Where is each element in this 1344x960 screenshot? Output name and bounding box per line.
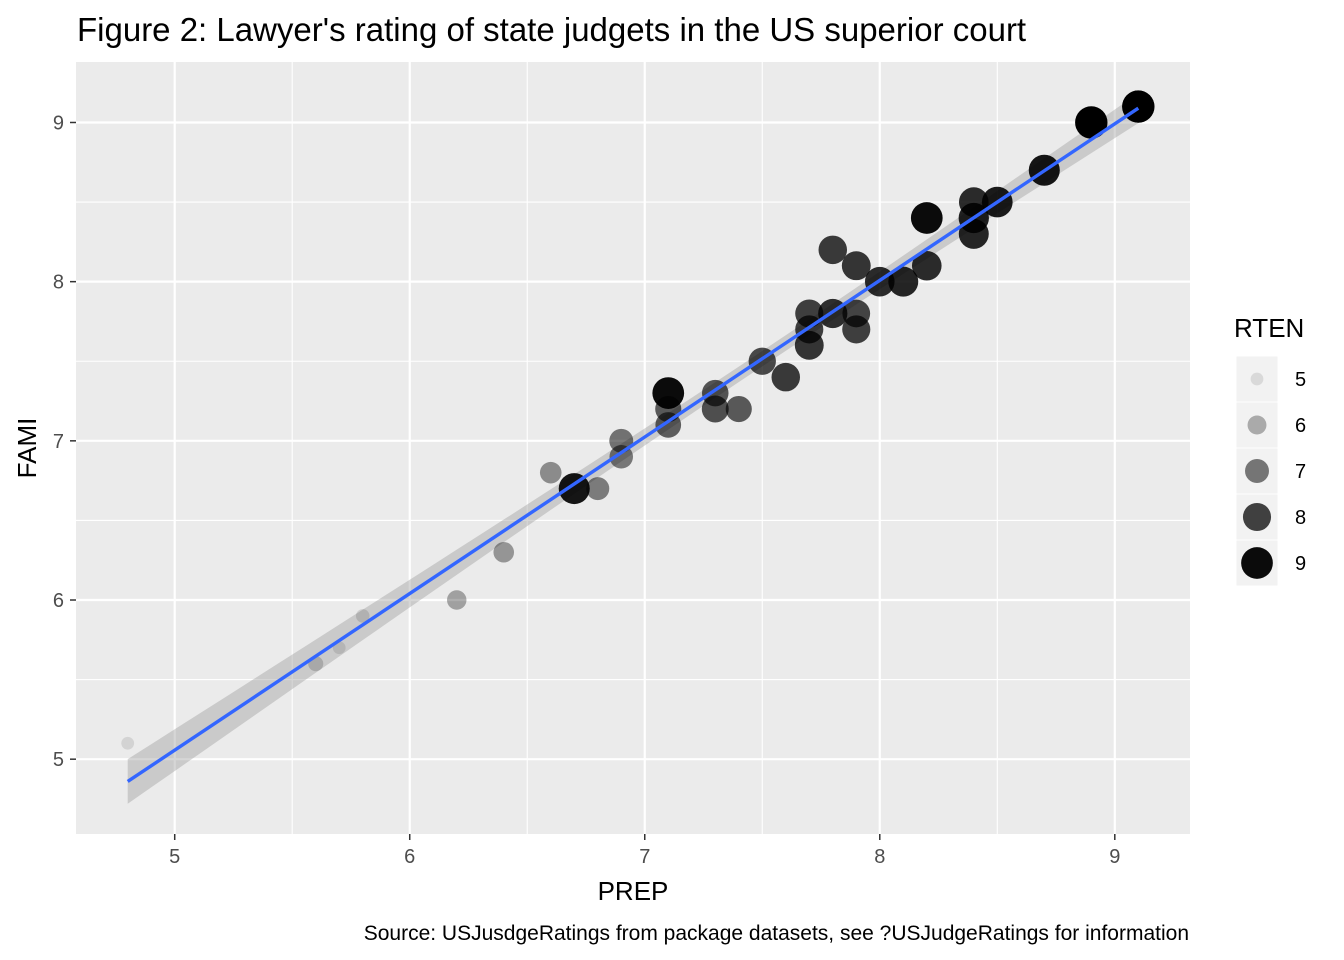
legend-key-symbol (1242, 502, 1272, 532)
legend-key-symbol (1245, 459, 1269, 483)
chart-title: Figure 2: Lawyer's rating of state judge… (77, 11, 1026, 48)
data-point (355, 609, 370, 623)
data-point (493, 541, 515, 563)
data-point (841, 251, 871, 281)
legend-title: RTEN (1234, 313, 1304, 343)
legend-key-symbol (1247, 415, 1267, 435)
trend-line-path (126, 106, 1140, 783)
trend-line (126, 106, 1140, 783)
x-axis-ticks: 5 6 7 8 9 (169, 834, 1120, 868)
legend-label: 7 (1295, 461, 1306, 483)
data-point (842, 299, 871, 328)
data-point (910, 202, 943, 234)
legend-key-symbol (1250, 372, 1264, 386)
chart-caption: Source: USJusdgeRatings from package dat… (364, 922, 1189, 945)
data-point (586, 477, 610, 501)
legend-keys: 5 6 7 8 9 (1235, 355, 1306, 587)
legend-label: 8 (1295, 507, 1306, 529)
y-tick-label: 7 (53, 431, 64, 453)
data-point (771, 362, 801, 392)
data-point (818, 235, 848, 265)
y-tick-label: 8 (53, 272, 64, 294)
data-point (795, 299, 824, 328)
x-tick-label: 7 (639, 846, 650, 868)
y-tick-label: 9 (53, 112, 64, 134)
data-point (1122, 90, 1155, 123)
data-point (609, 428, 634, 453)
y-axis-title: FAMI (12, 418, 42, 479)
data-point (958, 187, 989, 217)
data-point (888, 266, 919, 297)
x-tick-label: 6 (404, 846, 415, 868)
legend-label: 5 (1295, 369, 1306, 391)
y-tick-label: 5 (53, 749, 64, 771)
y-axis-ticks: 5 6 7 8 9 (53, 112, 76, 771)
data-point (121, 736, 135, 750)
data-point (539, 461, 562, 484)
y-tick-label: 6 (53, 590, 64, 612)
legend-key-symbol (1241, 547, 1273, 579)
legend: RTEN 5 6 7 8 9 (1234, 313, 1306, 587)
data-point (446, 590, 467, 610)
grid-lines (76, 62, 1190, 834)
legend-label: 9 (1295, 553, 1306, 575)
legend-key-bg (1235, 401, 1279, 449)
data-point (911, 250, 942, 281)
x-tick-label: 8 (874, 846, 885, 868)
x-tick-label: 9 (1109, 846, 1120, 868)
data-point (725, 395, 752, 423)
data-point (652, 377, 685, 409)
data-point (1075, 106, 1108, 139)
data-points (121, 90, 1155, 750)
legend-label: 6 (1295, 415, 1306, 437)
x-axis-title: PREP (598, 876, 669, 906)
x-tick-label: 5 (169, 846, 180, 868)
